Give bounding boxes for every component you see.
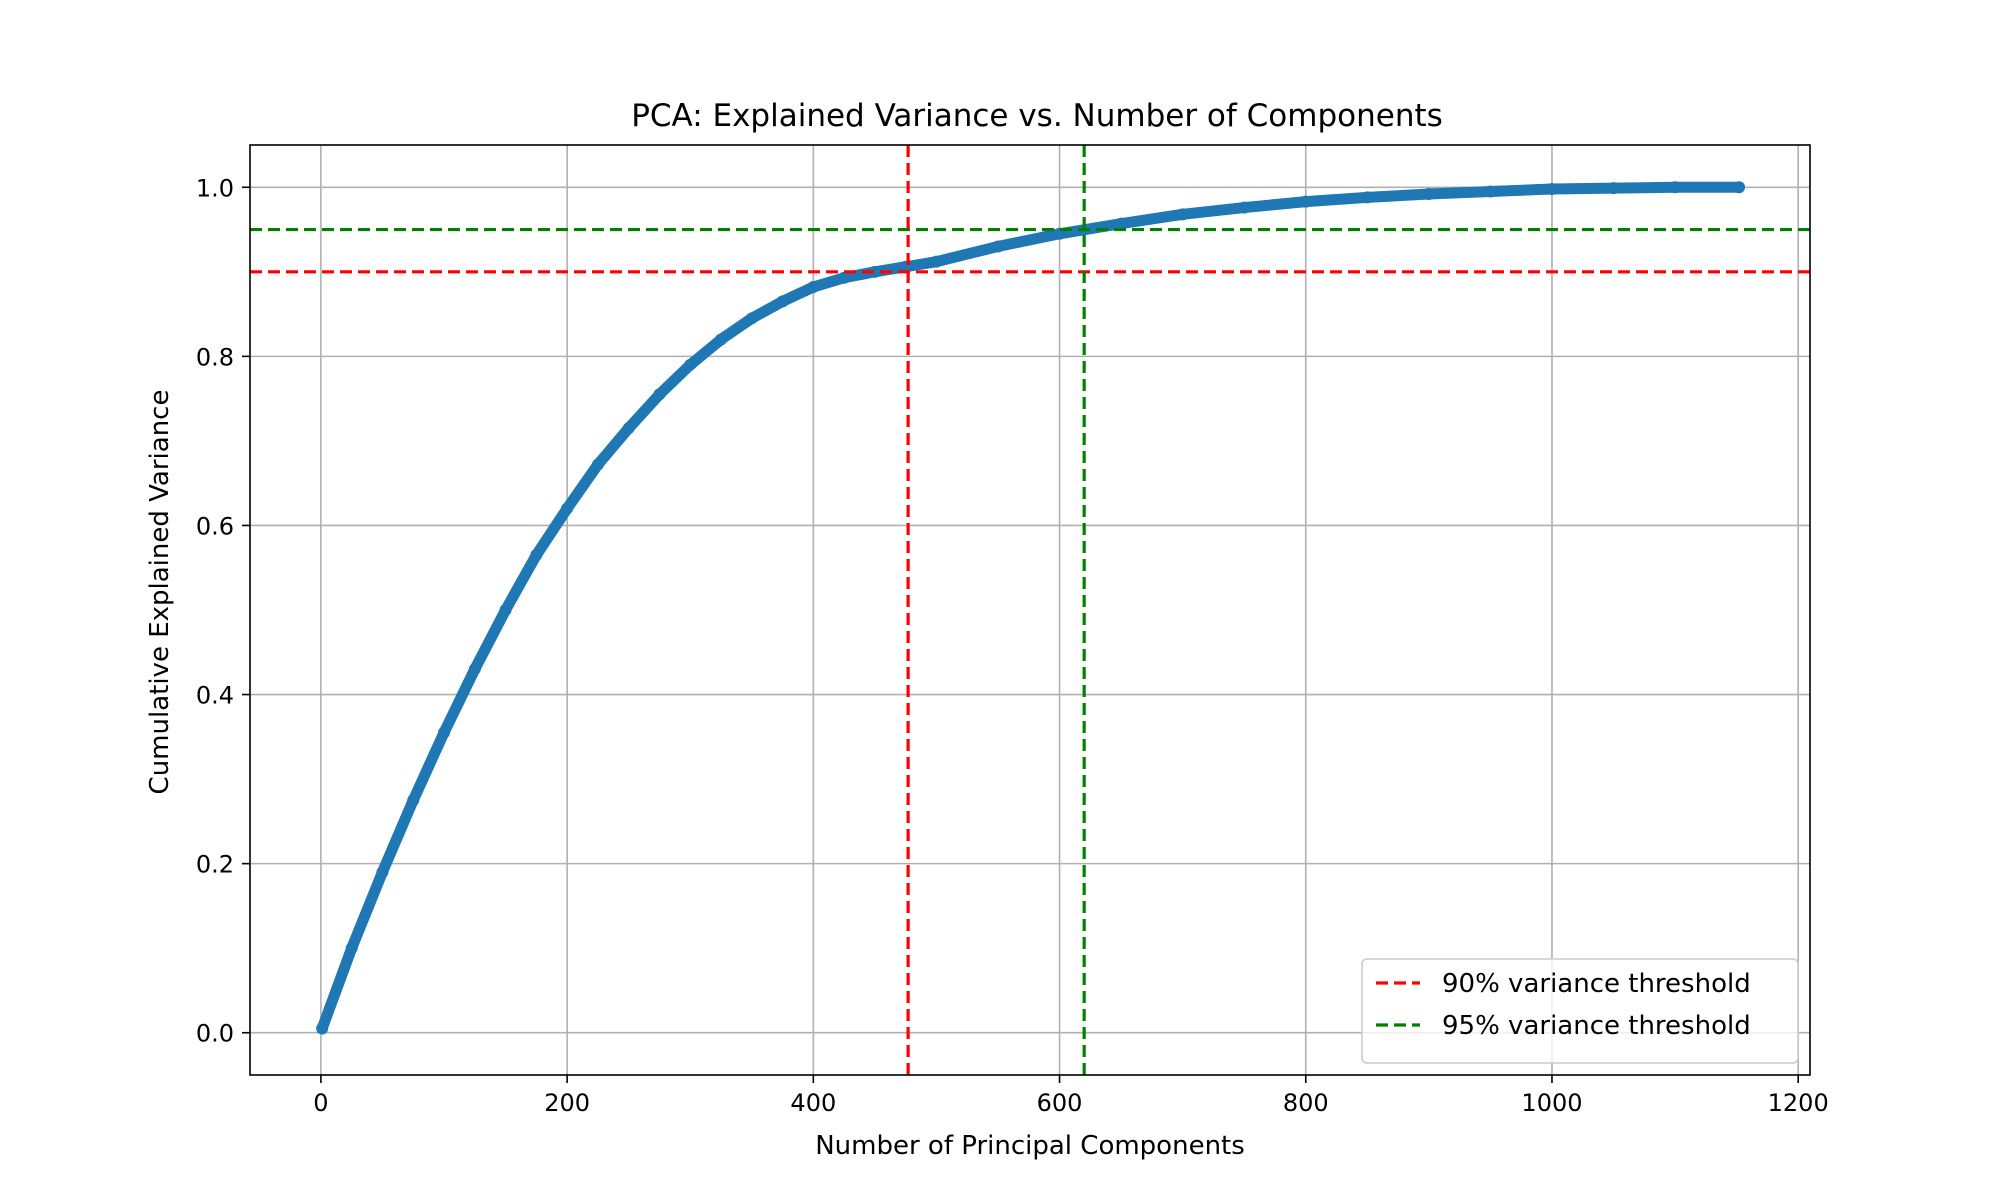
x-tick-label: 1200 — [1768, 1089, 1829, 1117]
data-point — [1299, 195, 1312, 208]
y-tick-label: 0.2 — [196, 851, 234, 879]
data-point — [468, 663, 481, 676]
data-point — [776, 295, 789, 308]
data-point — [622, 422, 635, 435]
legend-label: 90% variance threshold — [1442, 969, 1751, 999]
y-tick-label: 1.0 — [196, 174, 234, 202]
data-point — [1361, 191, 1374, 204]
y-tick-label: 0.0 — [196, 1020, 234, 1048]
data-point — [1484, 185, 1497, 198]
data-point — [868, 265, 881, 278]
x-tick-label: 1000 — [1521, 1089, 1582, 1117]
data-point — [991, 240, 1004, 253]
data-point — [807, 281, 820, 294]
data-point — [930, 255, 943, 268]
threshold-lines-layer — [250, 145, 1810, 1075]
legend-label: 95% variance threshold — [1442, 1011, 1751, 1041]
x-tick-label: 0 — [313, 1089, 328, 1117]
data-point — [499, 604, 512, 616]
x-tick-label: 800 — [1283, 1089, 1329, 1117]
data-point — [561, 502, 574, 515]
x-tick-label: 400 — [790, 1089, 836, 1117]
data-point — [438, 726, 451, 739]
y-tick-label: 0.8 — [196, 343, 234, 371]
legend-box — [1361, 958, 1799, 1064]
plot-area-frame — [249, 144, 1811, 1076]
x-axis-label: Number of Principal Components — [815, 1131, 1245, 1161]
data-point — [745, 312, 758, 325]
x-tick-label: 600 — [1037, 1089, 1083, 1117]
data-point — [1176, 208, 1189, 221]
data-point — [1238, 201, 1251, 214]
x-tick-label: 200 — [544, 1089, 590, 1117]
data-point — [1422, 188, 1435, 201]
data-point — [376, 866, 389, 879]
data-point — [1733, 181, 1746, 194]
data-series-layer — [316, 181, 1746, 1035]
data-point — [407, 794, 420, 807]
data-point — [1115, 217, 1128, 230]
data-point — [838, 271, 851, 284]
y-tick-label: 0.6 — [196, 512, 234, 540]
data-point — [345, 942, 358, 955]
data-point — [1607, 182, 1620, 195]
legend: 90% variance threshold 95% variance thres… — [1361, 958, 1799, 1064]
data-point — [684, 358, 697, 371]
grid — [250, 145, 1810, 1075]
data-point — [316, 1022, 329, 1035]
y-axis-label: Cumulative Explained Variance — [145, 390, 175, 795]
data-point — [1669, 181, 1682, 194]
variance-curve — [316, 181, 1745, 1034]
axis-ticks: 0 200 400 600 800 1000 1200 0.0 0.2 0.4 0.6 0.8 1.0 — [196, 174, 1829, 1117]
chart-title: PCA: Explained Variance vs. Number of Co… — [631, 98, 1443, 134]
data-point — [530, 549, 543, 562]
data-point — [715, 333, 728, 346]
data-point — [653, 388, 666, 401]
y-tick-label: 0.4 — [196, 682, 234, 710]
data-point — [1545, 182, 1558, 195]
data-point — [591, 458, 604, 471]
